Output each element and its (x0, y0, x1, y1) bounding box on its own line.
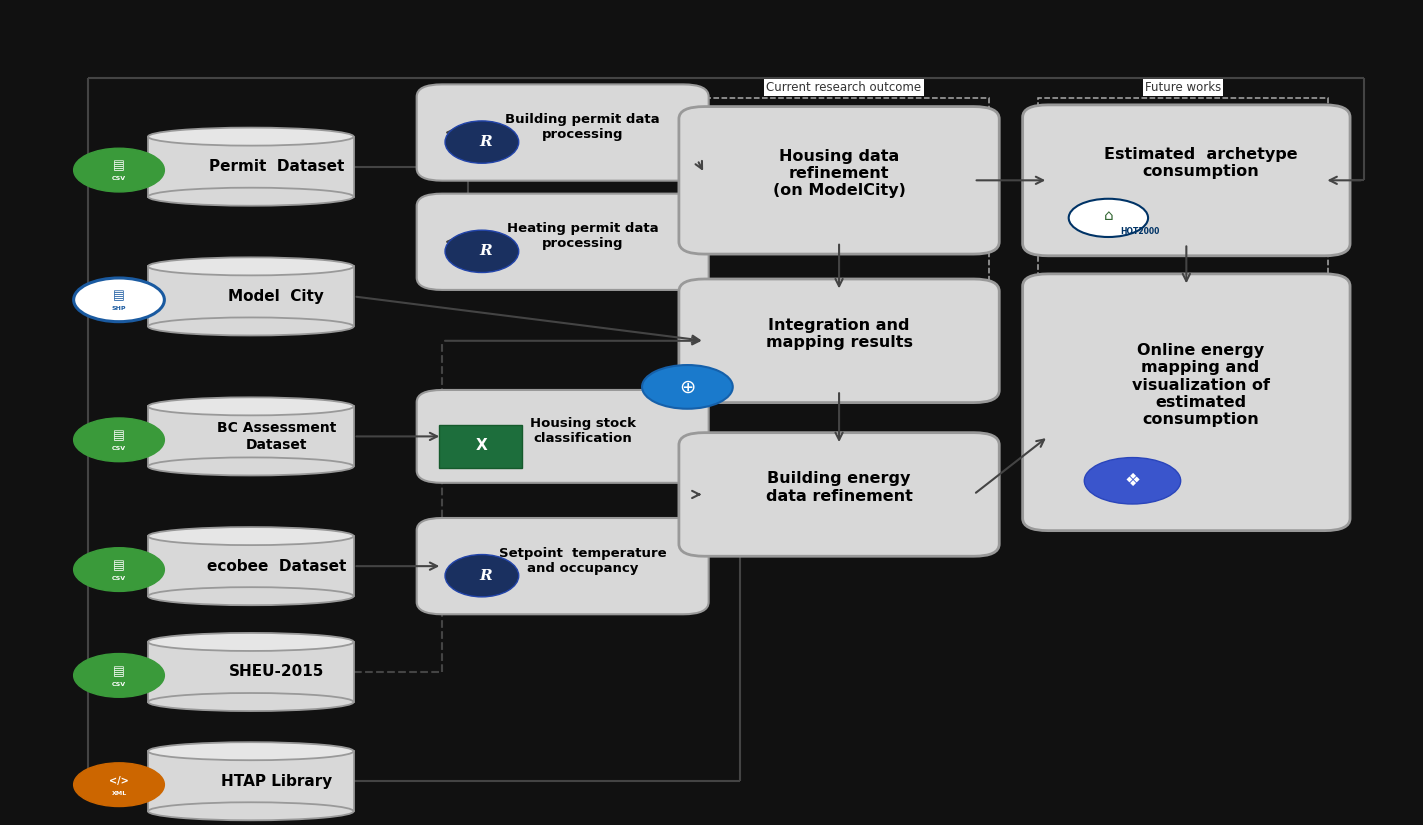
Text: Online energy
mapping and
visualization of
estimated
consumption: Online energy mapping and visualization … (1131, 343, 1269, 427)
Text: Estimated  archetype
consumption: Estimated archetype consumption (1104, 147, 1298, 180)
Circle shape (1084, 458, 1181, 504)
Text: Building permit data
processing: Building permit data processing (505, 113, 660, 141)
Text: CSV: CSV (112, 177, 127, 182)
Text: Setpoint  temperature
and occupancy: Setpoint temperature and occupancy (498, 547, 666, 575)
Ellipse shape (148, 318, 353, 336)
Ellipse shape (445, 121, 519, 163)
Text: SHEU-2015: SHEU-2015 (229, 664, 324, 680)
FancyBboxPatch shape (679, 432, 999, 556)
Ellipse shape (148, 527, 353, 545)
Ellipse shape (148, 257, 353, 276)
Text: X: X (477, 438, 488, 454)
Ellipse shape (148, 457, 353, 475)
FancyBboxPatch shape (679, 279, 999, 403)
Circle shape (1069, 199, 1148, 237)
FancyBboxPatch shape (417, 194, 709, 290)
Circle shape (74, 148, 165, 192)
Circle shape (74, 418, 165, 462)
Text: Current research outcome: Current research outcome (767, 82, 922, 94)
FancyBboxPatch shape (148, 137, 353, 196)
FancyBboxPatch shape (417, 518, 709, 615)
Circle shape (74, 763, 165, 807)
Text: CSV: CSV (112, 681, 127, 686)
Text: ⊕: ⊕ (679, 377, 696, 396)
Ellipse shape (148, 587, 353, 606)
Text: Building energy
data refinement: Building energy data refinement (766, 471, 912, 504)
Text: ▤: ▤ (114, 665, 125, 678)
Ellipse shape (148, 633, 353, 651)
FancyBboxPatch shape (440, 426, 522, 468)
Text: R: R (480, 244, 492, 258)
FancyBboxPatch shape (148, 536, 353, 596)
Text: HTAP Library: HTAP Library (221, 774, 332, 789)
Circle shape (74, 653, 165, 697)
Circle shape (642, 365, 733, 408)
Ellipse shape (148, 128, 353, 146)
Text: ❖: ❖ (1124, 472, 1141, 490)
Text: BC Assessment
Dataset: BC Assessment Dataset (216, 422, 336, 451)
Text: R: R (480, 568, 492, 582)
Text: ▤: ▤ (114, 290, 125, 302)
Ellipse shape (148, 188, 353, 205)
Text: ▤: ▤ (114, 429, 125, 442)
Text: Integration and
mapping results: Integration and mapping results (766, 318, 912, 350)
Ellipse shape (148, 802, 353, 820)
FancyBboxPatch shape (148, 266, 353, 327)
Text: ▤: ▤ (114, 159, 125, 172)
Text: SHP: SHP (112, 306, 127, 311)
FancyBboxPatch shape (1023, 274, 1350, 530)
Ellipse shape (445, 230, 519, 272)
Ellipse shape (148, 742, 353, 760)
FancyBboxPatch shape (417, 84, 709, 181)
Text: Heating permit data
processing: Heating permit data processing (507, 222, 659, 250)
FancyBboxPatch shape (679, 106, 999, 254)
Text: Model  City: Model City (229, 289, 324, 304)
FancyBboxPatch shape (1023, 105, 1350, 256)
Circle shape (74, 548, 165, 592)
Text: Permit  Dataset: Permit Dataset (209, 159, 344, 174)
Text: Future works: Future works (1144, 82, 1221, 94)
Ellipse shape (148, 398, 353, 415)
FancyBboxPatch shape (417, 390, 709, 483)
Ellipse shape (148, 693, 353, 711)
Text: CSV: CSV (112, 576, 127, 581)
Ellipse shape (445, 554, 519, 596)
FancyBboxPatch shape (148, 752, 353, 811)
Text: Housing data
refinement
(on ModelCity): Housing data refinement (on ModelCity) (773, 148, 905, 198)
FancyBboxPatch shape (148, 642, 353, 702)
Text: XML: XML (111, 791, 127, 796)
FancyBboxPatch shape (148, 407, 353, 466)
Text: ⌂: ⌂ (1104, 209, 1113, 224)
Text: CSV: CSV (112, 446, 127, 451)
Text: </>: </> (110, 776, 129, 785)
Text: Housing stock
classification: Housing stock classification (529, 417, 636, 445)
Text: ▤: ▤ (114, 559, 125, 572)
Text: R: R (480, 135, 492, 149)
Text: ecobee  Dataset: ecobee Dataset (206, 559, 346, 573)
Text: HOT2000: HOT2000 (1120, 227, 1160, 236)
Circle shape (74, 278, 165, 322)
